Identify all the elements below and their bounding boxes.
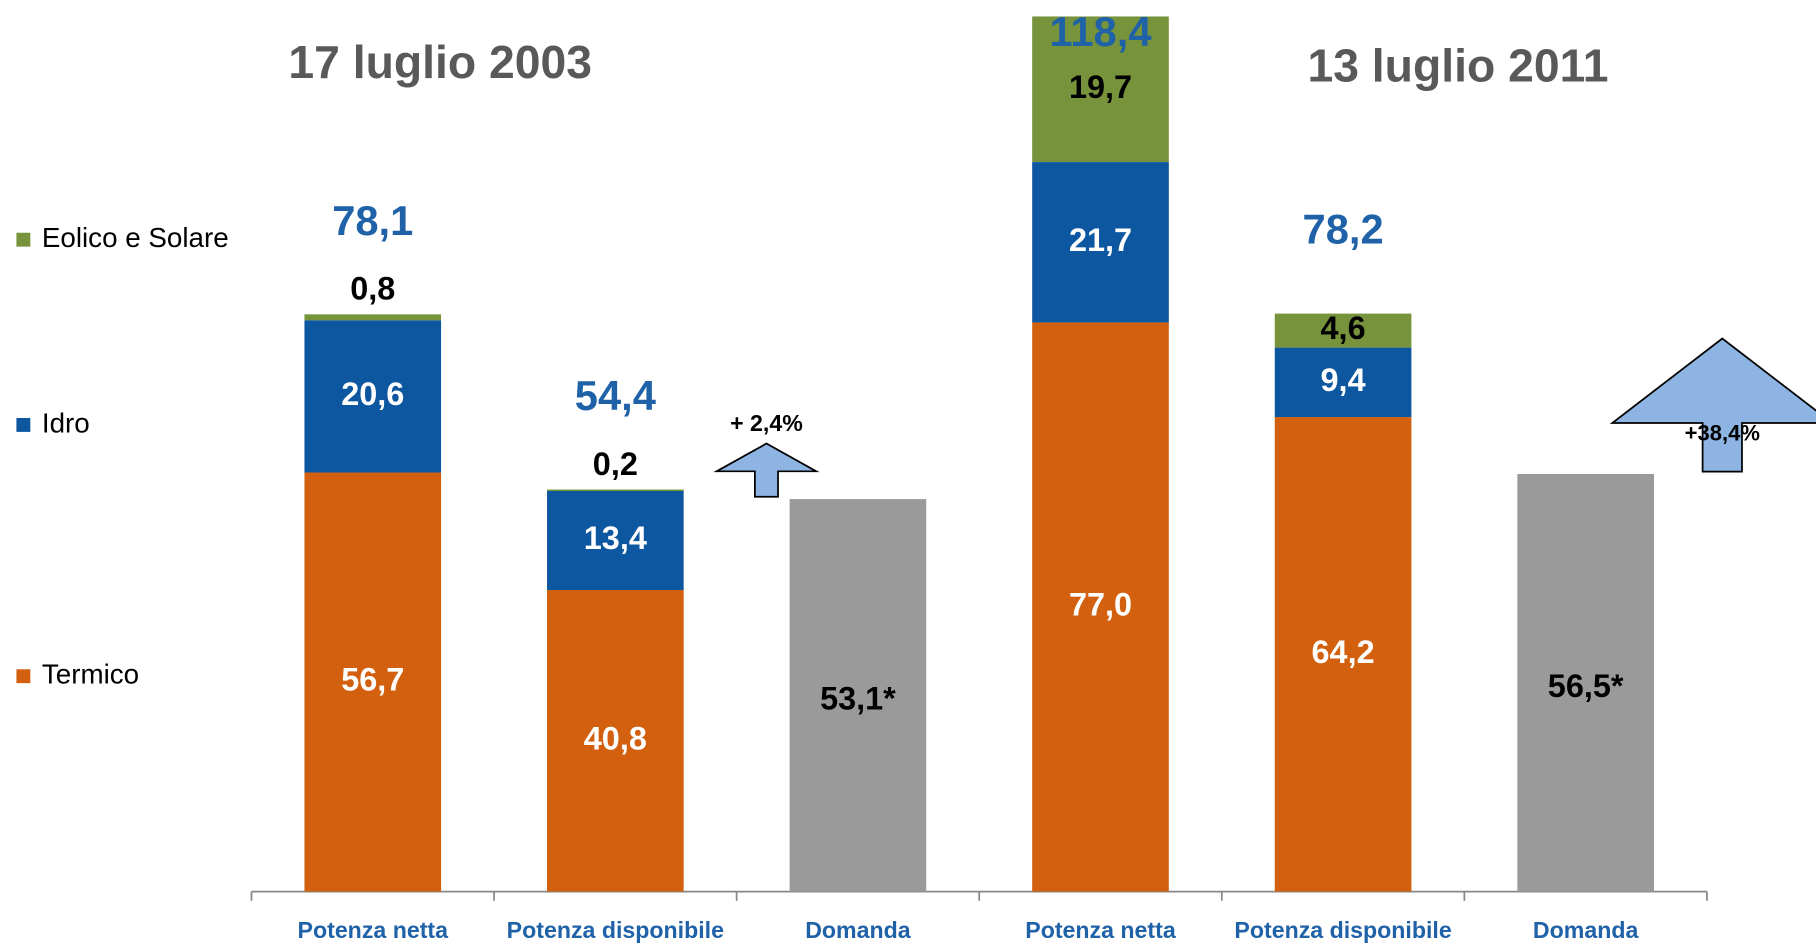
bar-segment xyxy=(1274,313,1412,348)
data-label: 64,2 xyxy=(1312,634,1375,670)
chart-title: 13 luglio 2011 xyxy=(1307,40,1608,92)
x-tick-label: Potenza disponibile xyxy=(1234,917,1451,943)
legend-swatch xyxy=(16,669,31,684)
legend-label: Idro xyxy=(42,407,90,438)
legend-swatch xyxy=(16,232,31,247)
growth-arrow xyxy=(1609,337,1816,473)
x-tick-label: Potenza disponibile xyxy=(507,917,724,943)
bar-segment xyxy=(547,590,684,892)
growth-label: +38,4% xyxy=(1685,420,1760,445)
growth-label: + 2,4% xyxy=(730,410,803,436)
data-label: 20,6 xyxy=(341,376,404,412)
data-label: 77,0 xyxy=(1069,587,1132,623)
legend-label: Termico xyxy=(42,659,139,690)
total-label: 78,1 xyxy=(332,197,413,244)
legend-swatch xyxy=(16,418,31,432)
x-tick-label: Potenza netta xyxy=(1025,917,1177,943)
bar-segment xyxy=(1274,417,1412,892)
demand-bar xyxy=(1517,473,1654,892)
bar-segment xyxy=(1032,162,1169,323)
bar-segment xyxy=(547,489,684,491)
demand-bar xyxy=(789,499,927,892)
x-tick-label: Domanda xyxy=(1533,917,1640,943)
chart-title: 17 luglio 2003 xyxy=(288,36,592,88)
data-label: 19,7 xyxy=(1069,69,1132,105)
bar-segment xyxy=(304,472,442,892)
total-label: 54,4 xyxy=(575,372,656,419)
bar-segment xyxy=(547,490,684,591)
total-label: 118,4 xyxy=(1050,8,1152,55)
legend-label: Eolico e Solare xyxy=(42,222,229,253)
growth-arrow xyxy=(713,442,820,498)
data-label: 40,8 xyxy=(584,720,647,756)
data-label: 0,2 xyxy=(593,446,638,482)
x-tick-label: Domanda xyxy=(805,917,912,943)
x-tick-label: Potenza netta xyxy=(298,917,450,943)
data-label: 56,7 xyxy=(341,662,404,698)
data-label: 56,5* xyxy=(1548,668,1624,704)
data-label: 13,4 xyxy=(584,520,647,556)
bar-segment xyxy=(304,320,442,473)
bar-segment xyxy=(304,314,442,321)
data-label: 21,7 xyxy=(1069,222,1132,258)
data-label: 0,8 xyxy=(350,271,395,307)
data-label: 53,1* xyxy=(820,681,896,717)
data-label: 4,6 xyxy=(1321,310,1366,346)
bar-segment xyxy=(1274,347,1412,418)
bar-segment xyxy=(1032,322,1169,892)
total-label: 78,2 xyxy=(1303,206,1384,253)
bar-segment xyxy=(1032,16,1169,163)
data-label: 9,4 xyxy=(1321,362,1366,398)
